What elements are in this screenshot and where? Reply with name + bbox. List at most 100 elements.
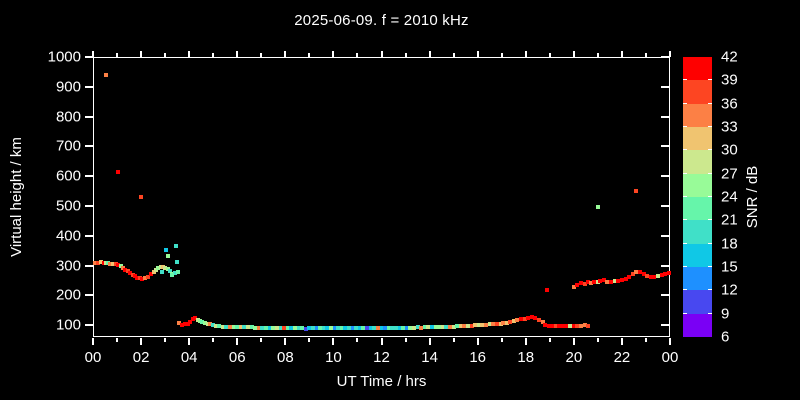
data-point: [365, 326, 370, 331]
data-point: [426, 325, 431, 330]
data-point: [336, 326, 341, 331]
colorbar-tick-label: 18: [721, 235, 738, 253]
data-point: [582, 281, 587, 286]
data-point: [173, 270, 178, 275]
x-tick-label: 00: [661, 349, 679, 366]
y-tick-right: [661, 294, 669, 297]
data-point: [310, 326, 315, 331]
data-point: [228, 324, 233, 329]
data-point: [579, 281, 584, 286]
data-point: [314, 326, 319, 331]
data-point: [623, 276, 628, 281]
data-point: [361, 326, 366, 331]
data-point: [429, 325, 434, 330]
y-tick-left: [85, 85, 93, 88]
data-point: [123, 267, 128, 272]
y-tick-right: [661, 56, 669, 58]
data-point: [231, 324, 236, 329]
colorbar: [683, 57, 712, 337]
chart-title: 2025-06-09. f = 2010 kHz: [294, 12, 469, 29]
data-point: [386, 326, 391, 331]
data-point: [116, 262, 121, 267]
data-point: [586, 323, 591, 328]
colorbar-tick-left: [683, 172, 687, 174]
y-tick-label: 200: [55, 286, 81, 304]
data-point: [163, 248, 168, 253]
x-tick-major-top: [188, 51, 191, 57]
data-point: [458, 324, 463, 329]
data-point: [616, 279, 621, 284]
data-point: [182, 322, 187, 327]
colorbar-tick-label: 36: [721, 95, 738, 113]
x-tick-minor: [548, 338, 551, 342]
x-tick-major: [92, 338, 94, 345]
data-point: [292, 326, 297, 331]
plot-area: [93, 57, 670, 337]
x-tick-minor: [644, 338, 647, 342]
data-point: [260, 325, 265, 330]
data-point: [462, 323, 467, 328]
data-point: [480, 323, 485, 328]
data-point: [422, 325, 427, 330]
colorbar-tick-left: [683, 196, 687, 197]
data-point: [561, 323, 565, 328]
colorbar-tick-label: 30: [721, 141, 738, 159]
data-point: [220, 324, 225, 329]
colorbar-tick-left: [683, 266, 687, 267]
x-tick-major-top: [476, 51, 479, 57]
data-point: [466, 323, 471, 328]
data-point: [397, 326, 402, 331]
data-point: [354, 326, 359, 331]
colorbar-tick-left: [683, 312, 687, 314]
data-point: [404, 326, 409, 331]
data-point: [325, 326, 330, 331]
data-point: [135, 275, 140, 280]
y-axis-label: Virtual height / km: [8, 137, 25, 257]
colorbar-tick-right: [708, 149, 712, 151]
x-tick-minor: [212, 338, 215, 342]
colorbar-tick-right: [708, 312, 712, 314]
data-point: [500, 321, 505, 326]
data-point: [271, 326, 276, 331]
data-point: [592, 279, 597, 284]
x-tick-major-top: [332, 51, 335, 57]
colorbar-tick-left: [683, 289, 687, 291]
y-tick-label: 100: [55, 316, 81, 334]
data-point: [213, 323, 218, 328]
data-point: [285, 326, 290, 331]
data-point: [448, 324, 453, 329]
colorbar-segment: [683, 267, 712, 291]
x-tick-minor: [452, 338, 455, 342]
data-point: [393, 326, 398, 331]
x-tick-major: [572, 338, 575, 345]
x-tick-minor-top: [596, 53, 599, 57]
data-point: [484, 322, 489, 327]
colorbar-tick-left: [683, 219, 687, 221]
data-point: [634, 270, 639, 275]
x-tick-label: 16: [469, 349, 486, 366]
data-point: [98, 260, 103, 265]
data-point: [195, 317, 200, 322]
x-tick-label: 12: [373, 349, 390, 366]
data-point: [545, 288, 550, 293]
data-point: [357, 326, 362, 331]
colorbar-tick-label: 6: [721, 328, 730, 346]
data-point: [347, 326, 352, 331]
data-point: [598, 279, 603, 284]
data-point: [146, 274, 151, 279]
colorbar-segment: [683, 173, 712, 197]
y-tick-label: 600: [55, 167, 81, 185]
data-point: [197, 318, 202, 323]
x-tick-major-top: [236, 51, 239, 57]
data-point: [130, 272, 135, 277]
data-point: [128, 270, 133, 275]
data-point: [518, 317, 523, 322]
y-tick-left: [85, 56, 93, 58]
colorbar-tick-label: 24: [721, 188, 738, 206]
data-point: [476, 323, 481, 328]
x-tick-minor: [308, 338, 311, 342]
data-point: [133, 274, 138, 279]
data-point: [303, 326, 308, 331]
colorbar-segment: [683, 103, 712, 127]
